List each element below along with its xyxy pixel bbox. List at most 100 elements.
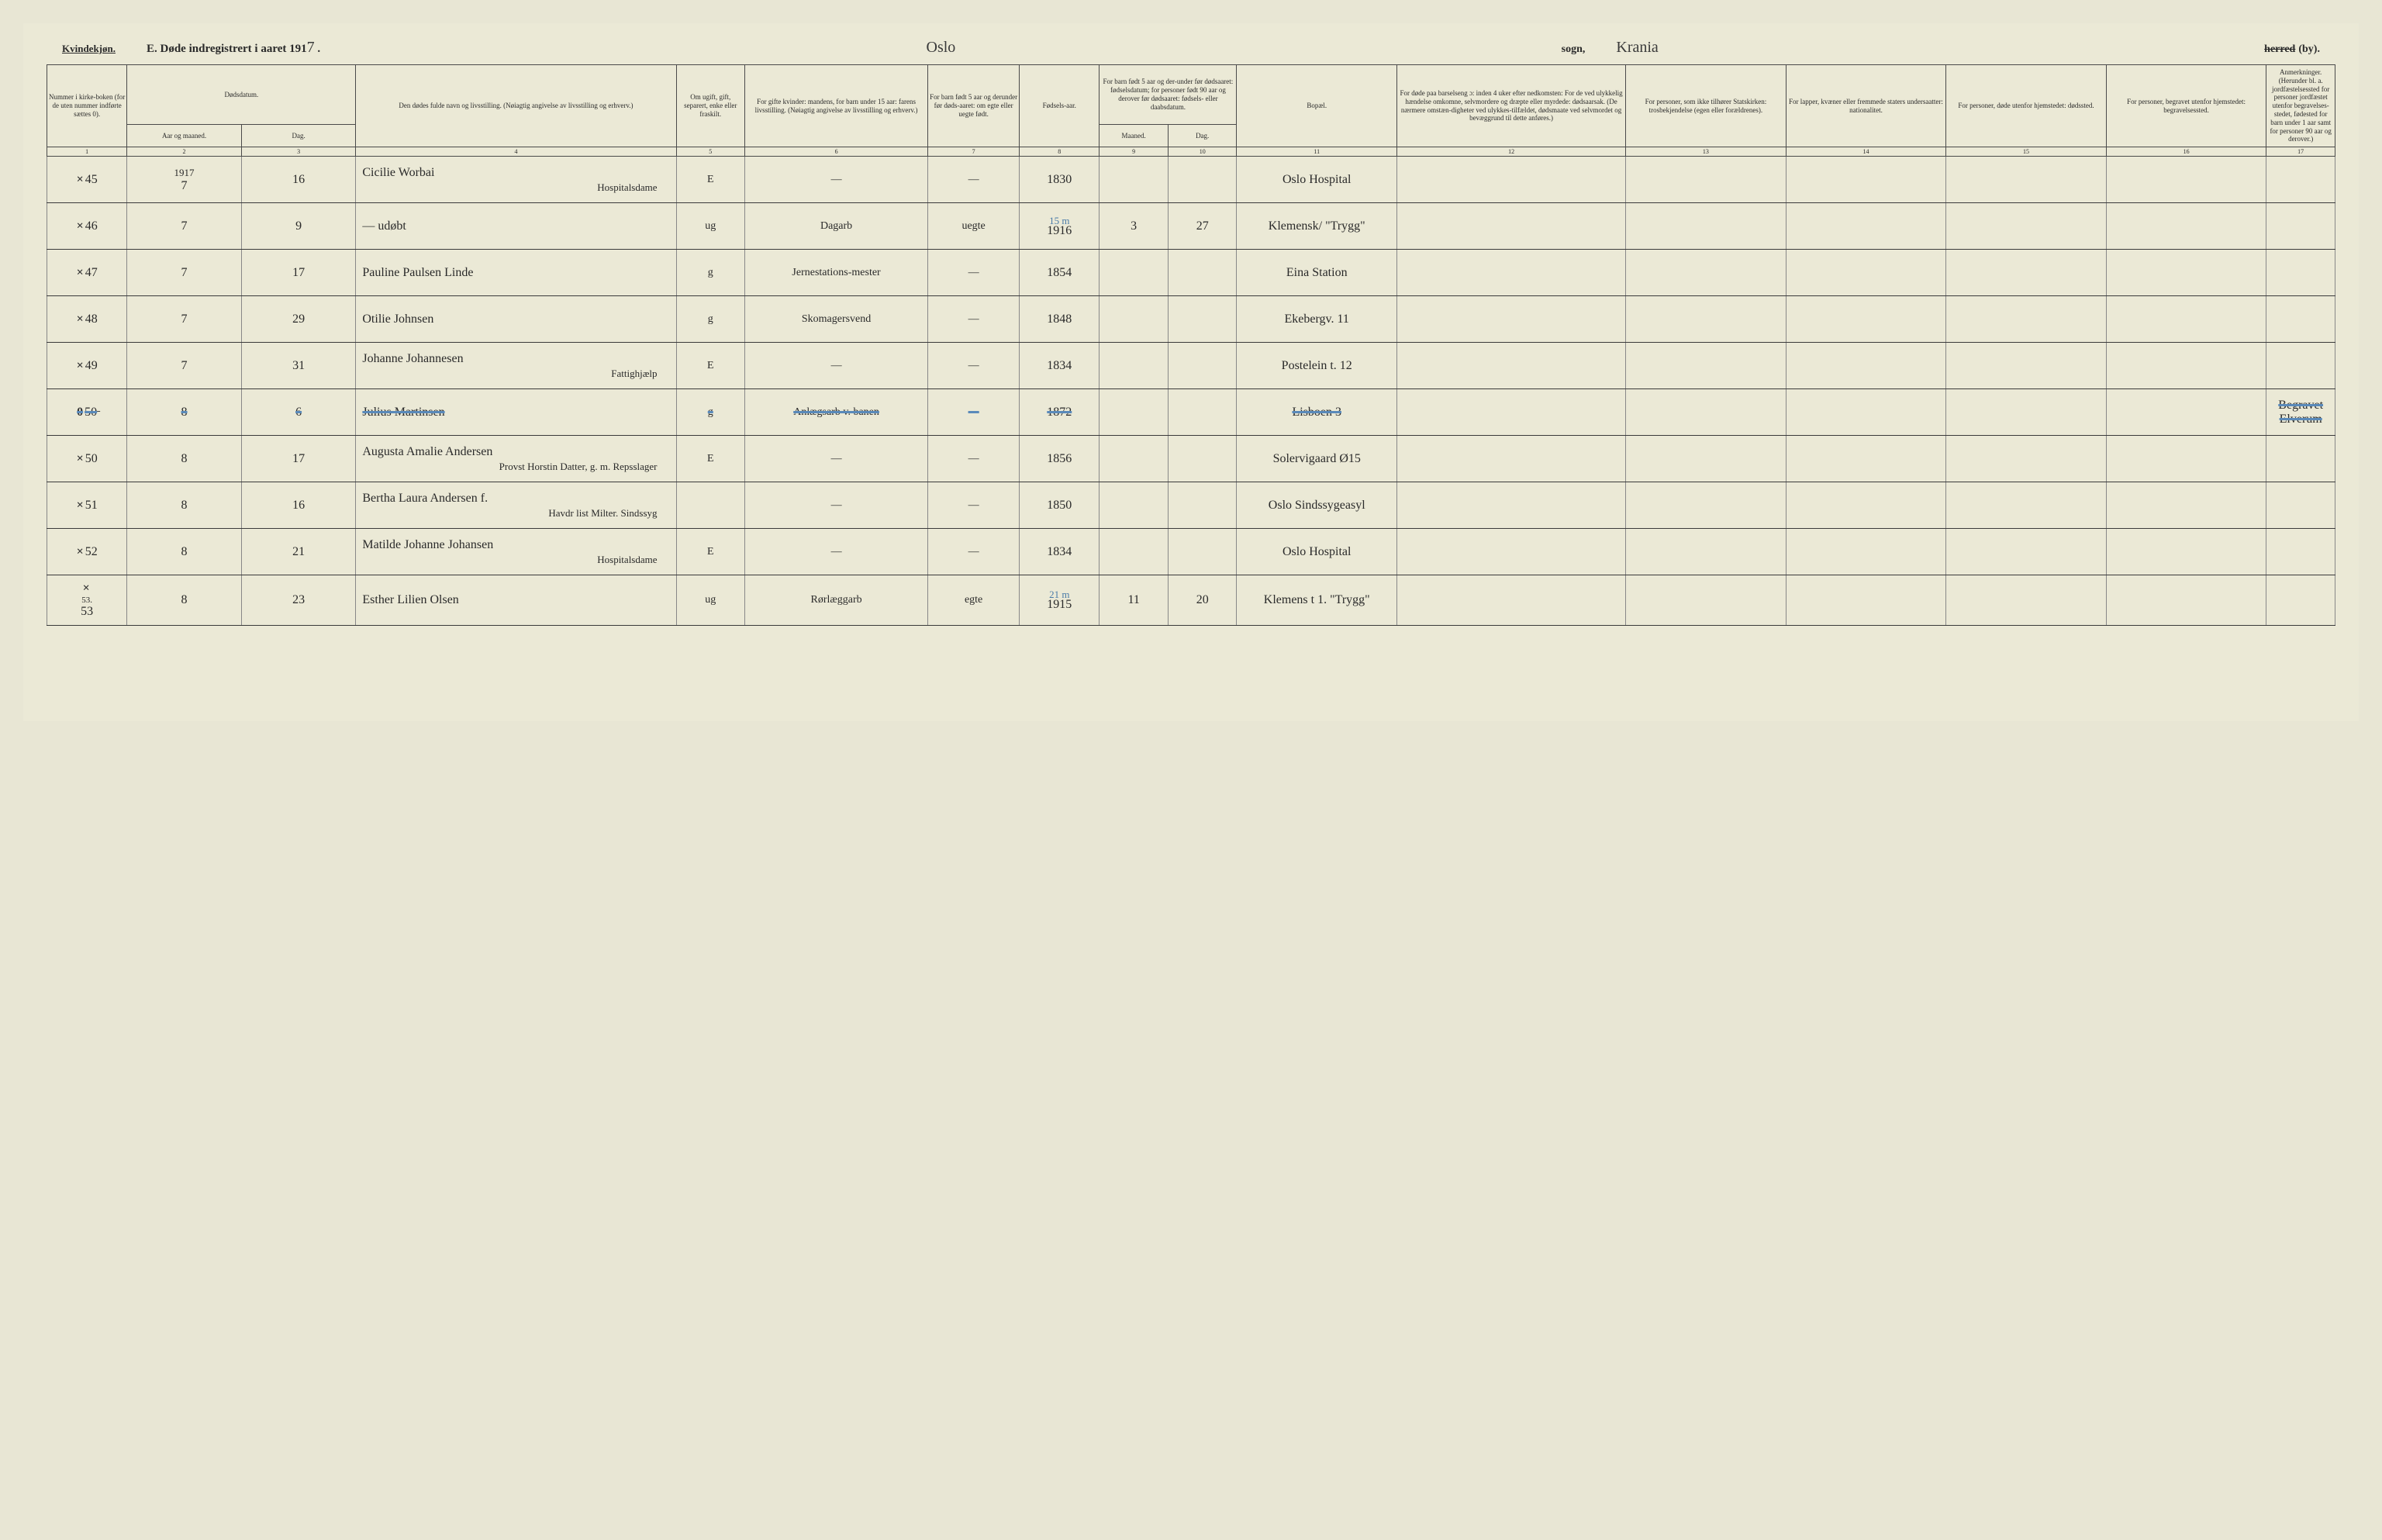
cell-bopael: Eina Station [1237, 250, 1397, 296]
cell-month: 8 [127, 529, 242, 575]
cell-fmaaned [1100, 250, 1169, 296]
cell-month: 8 [127, 436, 242, 482]
cell-name: Matilde Johanne JohansenHospitalsdame [356, 529, 676, 575]
cell-day: 9 [241, 203, 356, 250]
cell-faar: 1854 [1020, 250, 1100, 296]
cell-mandens: Skomagersvend [745, 296, 928, 343]
column-numbers-row: 1 2 3 4 5 6 7 8 9 10 11 12 13 14 15 16 1… [47, 147, 2335, 157]
cell-egte: — [928, 250, 1020, 296]
title-text: E. Døde indregistrert i aaret 191 [147, 43, 307, 55]
cell-dodsted [1946, 203, 2107, 250]
colnum: 4 [356, 147, 676, 157]
table-row: ×53.53823Esther Lilien OlsenugRørlæggarb… [47, 575, 2335, 626]
th-dag: Dag. [241, 124, 356, 147]
herred-struck: herred [2264, 43, 2295, 55]
cell-num: ×48 [47, 296, 127, 343]
cell-trosbe [1626, 529, 1786, 575]
cell-name: Otilie Johnsen [356, 296, 676, 343]
th-aar-maaned: Aar og maaned. [127, 124, 242, 147]
cell-bopael: Lisboen 3 [1237, 389, 1397, 436]
cell-mandens: — [745, 436, 928, 482]
cell-cause [1397, 436, 1626, 482]
cell-begrav [2106, 529, 2266, 575]
cell-faar: 1872 [1020, 389, 1100, 436]
cell-num: ×52 [47, 529, 127, 575]
colnum: 15 [1946, 147, 2107, 157]
cell-month: 8 [127, 482, 242, 529]
colnum: 13 [1626, 147, 1786, 157]
cell-egte: egte [928, 575, 1020, 626]
cell-bopael: Klemens t 1. "Trygg" [1237, 575, 1397, 626]
cell-cause [1397, 157, 1626, 203]
cell-num: ×51 [47, 482, 127, 529]
cell-nation [1786, 529, 1946, 575]
th-cause: For døde paa barselseng ɔ: inden 4 uker … [1397, 65, 1626, 147]
cell-egte: — [928, 436, 1020, 482]
cell-day: 31 [241, 343, 356, 389]
cell-name: Pauline Paulsen Linde [356, 250, 676, 296]
cell-egte: — [928, 296, 1020, 343]
cell-status: E [676, 529, 745, 575]
cell-begrav [2106, 157, 2266, 203]
cell-bopael: Oslo Hospital [1237, 529, 1397, 575]
colnum: 8 [1020, 147, 1100, 157]
cell-status: E [676, 157, 745, 203]
cell-fdag [1168, 436, 1237, 482]
cell-faar: 21 m1915 [1020, 575, 1100, 626]
cell-fdag: 20 [1168, 575, 1237, 626]
th-dodsdatum: Dødsdatum. [127, 65, 356, 125]
cell-fmaaned: 11 [1100, 575, 1169, 626]
cell-egte: uegte [928, 203, 1020, 250]
cell-cause [1397, 250, 1626, 296]
title-group: E. Døde indregistrert i aaret 1917 . [147, 39, 320, 57]
cell-trosbe [1626, 203, 1786, 250]
cell-status: E [676, 343, 745, 389]
th-fmaaned: Maaned. [1100, 124, 1169, 147]
cell-nation [1786, 157, 1946, 203]
cell-egte: — [928, 157, 1020, 203]
cell-trosbe [1626, 296, 1786, 343]
cell-status: ug [676, 575, 745, 626]
ledger-page: Kvindekjøn. E. Døde indregistrert i aare… [23, 23, 2359, 721]
cell-anm [2266, 296, 2335, 343]
cell-faar: 15 m1916 [1020, 203, 1100, 250]
cell-trosbe [1626, 250, 1786, 296]
cell-trosbe [1626, 343, 1786, 389]
cell-nation [1786, 436, 1946, 482]
cell-anm [2266, 575, 2335, 626]
cell-name: Julius Martinsen [356, 389, 676, 436]
cell-nation [1786, 575, 1946, 626]
cell-begrav [2106, 436, 2266, 482]
cell-fdag [1168, 250, 1237, 296]
ledger-table: Nummer i kirke-boken (for de uten nummer… [47, 64, 2335, 626]
cell-nation [1786, 203, 1946, 250]
cell-num: ×53.53 [47, 575, 127, 626]
colnum: 3 [241, 147, 356, 157]
th-bopael: Bopæl. [1237, 65, 1397, 147]
cell-faar: 1848 [1020, 296, 1100, 343]
cell-mandens: Dagarb [745, 203, 928, 250]
cell-dodsted [1946, 482, 2107, 529]
cell-name: Esther Lilien Olsen [356, 575, 676, 626]
parish-name: Oslo [927, 39, 956, 57]
cell-nation [1786, 296, 1946, 343]
sogn-label: sogn, [1562, 43, 1586, 56]
cell-month: 7 [127, 296, 242, 343]
herred-by: (by). [2298, 43, 2320, 55]
cell-fmaaned [1100, 436, 1169, 482]
cell-bopael: Postelein t. 12 [1237, 343, 1397, 389]
cell-trosbe [1626, 436, 1786, 482]
th-egte: For barn født 5 aar og derunder før døds… [928, 65, 1020, 147]
table-row: ×51816Bertha Laura Andersen f.Havdr list… [47, 482, 2335, 529]
cell-dodsted [1946, 157, 2107, 203]
table-row: ×50817Augusta Amalie AndersenProvst Hors… [47, 436, 2335, 482]
cell-begrav [2106, 296, 2266, 343]
cell-cause [1397, 343, 1626, 389]
cell-faar: 1830 [1020, 157, 1100, 203]
cell-trosbe [1626, 575, 1786, 626]
cell-nation [1786, 343, 1946, 389]
cell-faar: 1850 [1020, 482, 1100, 529]
cell-name: — udøbt [356, 203, 676, 250]
th-num: Nummer i kirke-boken (for de uten nummer… [47, 65, 127, 147]
cell-dodsted [1946, 343, 2107, 389]
